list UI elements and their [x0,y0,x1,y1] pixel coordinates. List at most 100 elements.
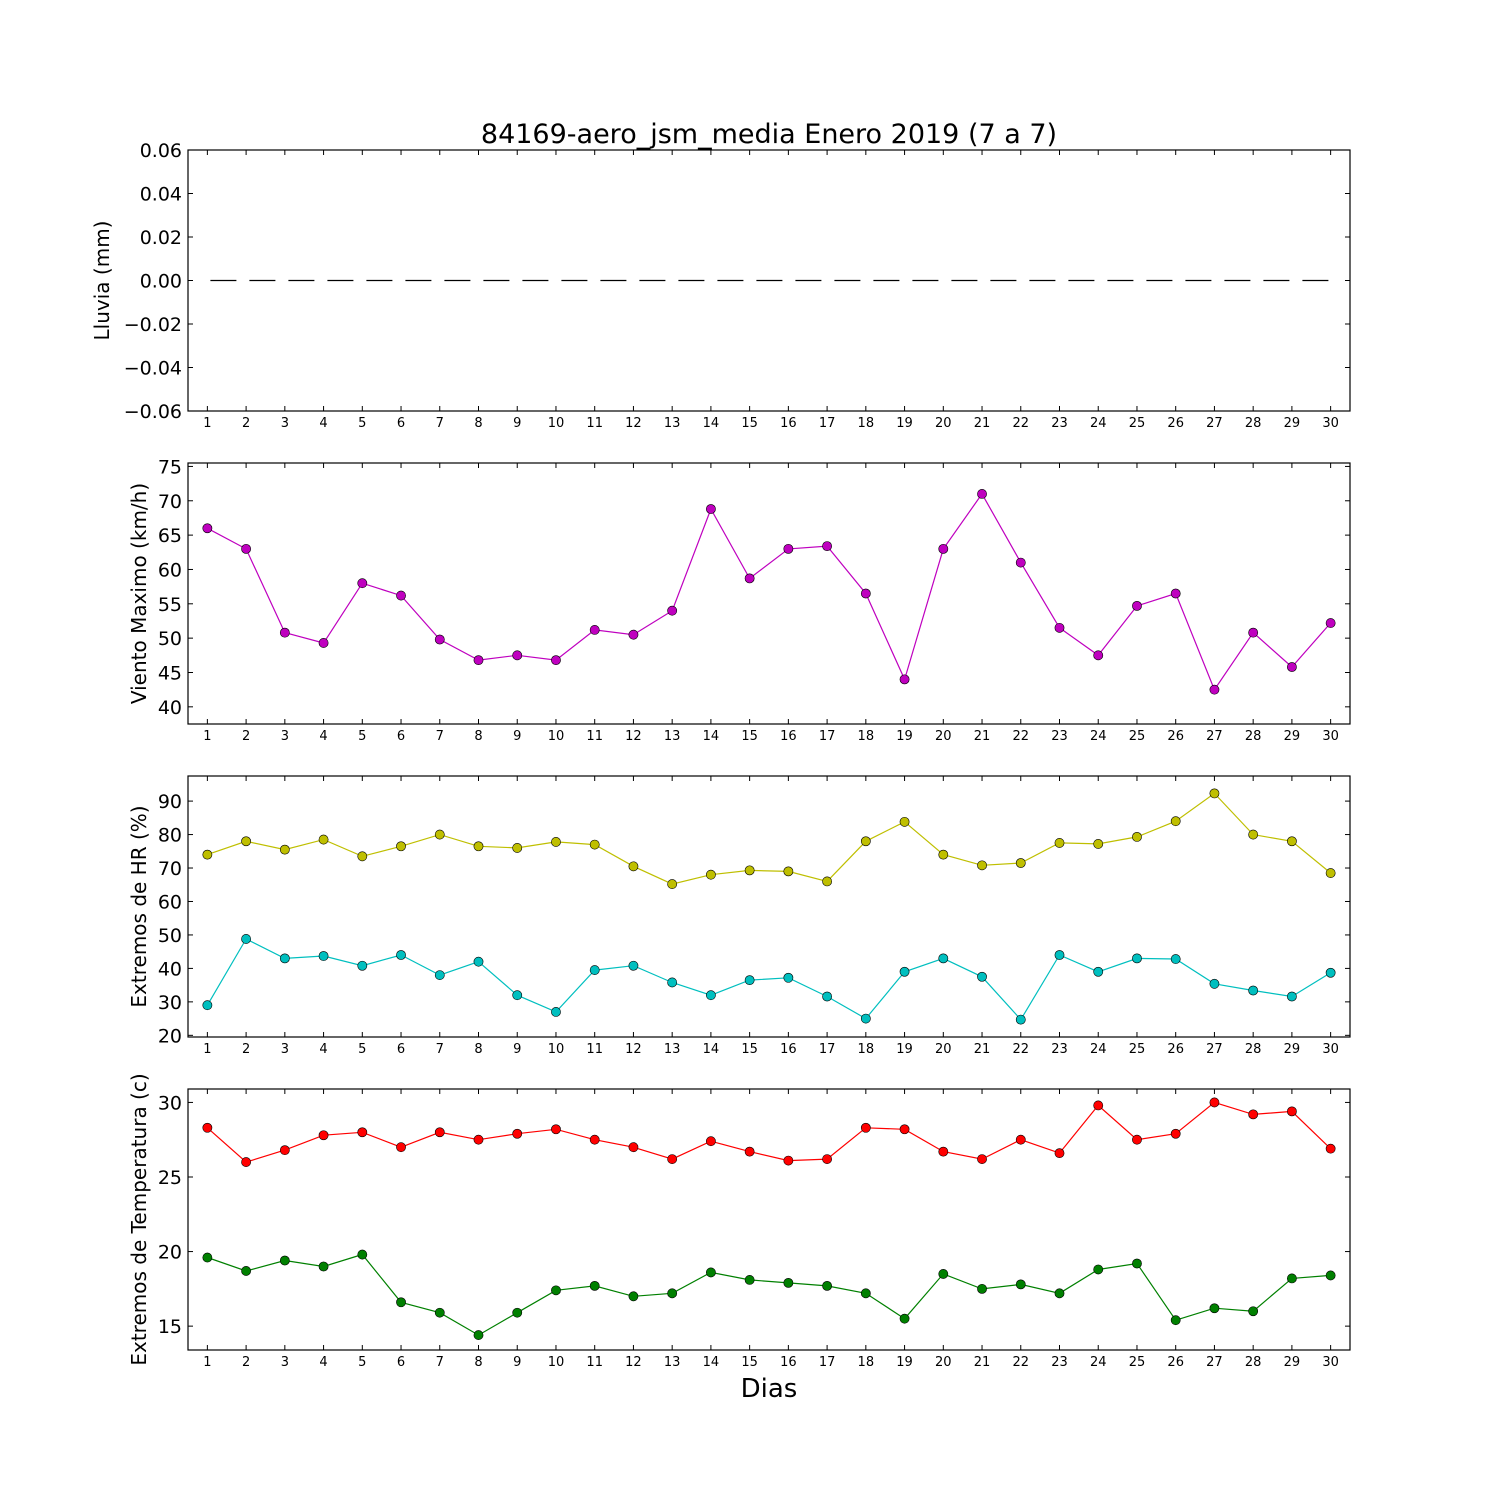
data-point [783,543,794,554]
x-tick-label: 20 [935,1355,952,1370]
data-point [1287,836,1297,847]
data-point [241,543,251,554]
x-tick-label: 19 [896,729,913,744]
data-point [473,655,484,666]
data-point [396,1142,406,1153]
x-tick-label: 29 [1284,729,1301,744]
data-point [1209,978,1220,989]
data-point [1132,1134,1142,1145]
data-point [551,837,561,847]
data-point [822,1280,832,1291]
data-point [589,1134,600,1145]
x-tick-label: 20 [935,416,952,431]
x-axis-label: Dias [741,1374,798,1404]
data-point [434,1127,445,1138]
chart-panel-1: 1 2 3 4 5 6 7 8 9 10 11 12 13 14 15 16 17 18 19 20 21 22 23 24 2… [90,140,1351,431]
x-tick-label: 23 [1051,1042,1068,1057]
y-tick-label: 50 [158,628,182,650]
x-tick-label: 21 [974,729,991,744]
x-tick-label: 2 [242,1042,250,1057]
x-tick-label: 6 [397,1355,405,1370]
x-tick-label: 14 [703,729,720,744]
data-point [473,1134,484,1145]
x-tick-label: 19 [896,416,913,431]
y-tick-label: 70 [158,858,182,880]
x-tick-label: 5 [358,416,366,431]
y-tick-label: 65 [158,525,182,547]
y-tick-label: 0.04 [140,184,182,206]
data-point [241,1157,251,1167]
data-point [1209,684,1220,695]
y-axis-label: Viento Maximo (km/h) [127,483,151,704]
data-point [434,634,445,645]
x-tick-label: 30 [1322,1355,1339,1370]
x-tick-label: 5 [358,729,366,744]
data-point [1287,662,1297,672]
data-point [667,605,678,616]
data-point [512,650,523,661]
series-line [207,1253,1331,1336]
x-tick-label: 29 [1284,1355,1301,1370]
data-point [783,866,794,877]
data-point [396,841,406,852]
x-tick-label: 7 [436,416,444,431]
x-tick-label: 18 [858,416,875,431]
data-point [706,1136,716,1147]
x-tick-label: 18 [858,1042,875,1057]
data-point [1093,1264,1104,1275]
data-point [473,1330,484,1340]
data-point [1132,600,1142,611]
data-point [279,627,290,638]
x-tick-label: 14 [703,416,720,431]
x-tick-label: 18 [858,1355,875,1370]
data-point [318,1130,329,1141]
data-point [977,1283,987,1294]
data-point [628,861,639,872]
data-point [589,1280,600,1291]
x-tick-label: 20 [935,729,952,744]
x-tick-label: 1 [203,1355,211,1370]
plot-frame [187,1088,1351,1351]
x-tick-label: 28 [1245,1042,1262,1057]
data-point [1093,966,1104,977]
chart-panel-2: 1 2 3 4 5 6 7 8 9 10 11 12 13 14 15 16 17 18 19 20 21 22 23 24 2… [127,456,1351,744]
y-tick-label: 20 [158,1025,182,1047]
x-tick-label: 23 [1051,416,1068,431]
x-tick-label: 16 [780,1042,797,1057]
data-point [1248,627,1259,638]
data-point [977,1154,987,1164]
data-point [977,860,987,871]
x-tick-label: 1 [203,1042,211,1057]
chart-panel-3: 1 2 3 4 5 6 7 8 9 10 11 12 13 14 15 16 17 18 19 20 21 22 23 24 2… [127,775,1351,1057]
x-tick-label: 5 [358,1355,366,1370]
data-point [1054,1288,1065,1299]
x-tick-label: 3 [281,729,289,744]
series-line [207,492,1332,691]
data-point [938,953,949,964]
x-tick-label: 7 [436,1355,444,1370]
y-tick-label: 30 [158,992,182,1014]
x-tick-label: 28 [1245,416,1262,431]
data-point [202,1122,213,1133]
x-tick-label: 10 [548,1355,565,1370]
data-point [1054,838,1065,848]
data-point [1054,622,1065,633]
x-tick-label: 17 [819,1042,836,1057]
chart-panels: 1 2 3 4 5 6 7 8 9 10 11 12 13 14 15 16 17 18 19 20 21 22 23 24 2… [90,140,1351,1370]
data-point [667,1288,678,1299]
data-point [202,849,213,860]
data-point [628,960,639,971]
x-tick-label: 25 [1129,1355,1146,1370]
y-axis-label: Extremos de Temperatura (c) [127,1073,151,1365]
data-point [318,951,329,961]
data-point [551,1285,561,1296]
x-tick-label: 16 [780,416,797,431]
x-tick-label: 24 [1090,1355,1107,1370]
y-tick-label: 50 [158,925,182,947]
data-point [628,1142,639,1153]
x-tick-label: 19 [896,1355,913,1370]
y-tick-label: 60 [158,559,182,581]
data-point [822,876,832,887]
data-point [357,1249,368,1260]
